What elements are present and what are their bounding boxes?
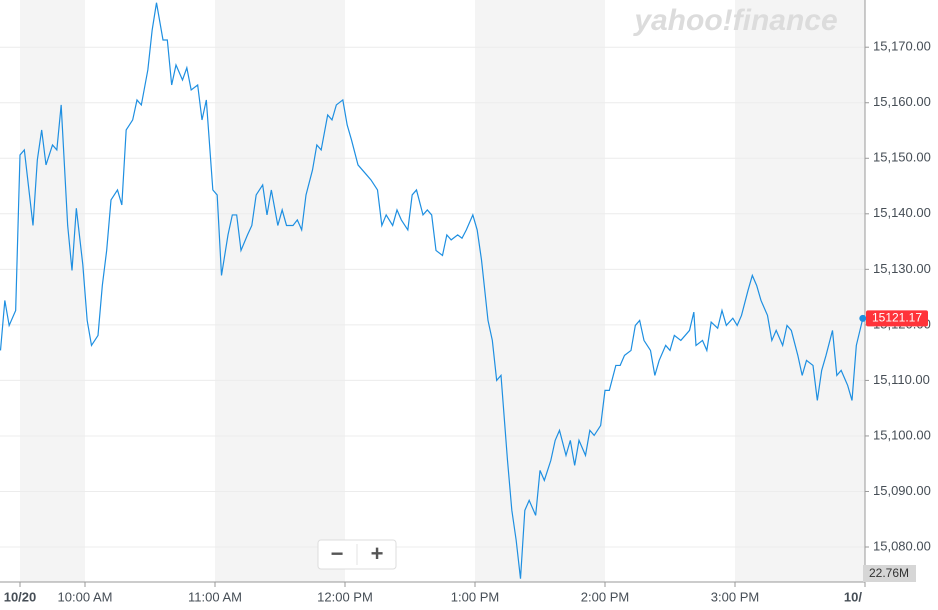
x-tick-label: 10/20 <box>4 589 37 604</box>
last-price-label: 15121.17 <box>872 311 922 325</box>
x-tick-label: 10:00 AM <box>58 589 113 604</box>
price-line <box>0 2 864 579</box>
y-tick-label: 15,110.00 <box>873 372 930 387</box>
y-tick-label: 15,160.00 <box>873 94 931 109</box>
x-tick-label: 3:00 PM <box>711 589 759 604</box>
y-tick-label: 15,150.00 <box>873 150 931 165</box>
volume-axis-label: 22.76M <box>869 566 909 580</box>
session-band <box>19 0 85 582</box>
plot: 15121.17 <box>0 2 928 579</box>
x-tick-label: 10/ <box>844 589 862 604</box>
last-point <box>859 314 867 322</box>
brand-logo: yahoo!finance <box>632 4 837 37</box>
y-tick-label: 15,100.00 <box>873 427 931 442</box>
session-band <box>214 0 345 582</box>
zoom-in-button[interactable]: + <box>371 541 384 566</box>
zoom-controls: − + <box>317 539 397 570</box>
y-tick-label: 15,140.00 <box>873 205 931 220</box>
session-bands <box>19 0 865 582</box>
session-band <box>474 0 605 582</box>
x-tick-label: 1:00 PM <box>451 589 499 604</box>
x-tick-label: 12:00 PM <box>317 589 373 604</box>
last-price-tag <box>866 310 928 327</box>
x-tick-label: 2:00 PM <box>581 589 629 604</box>
zoom-out-button[interactable]: − <box>331 541 344 566</box>
session-band <box>734 0 865 582</box>
y-tick-label: 15,130.00 <box>873 261 931 276</box>
volume-label-box <box>863 565 916 582</box>
y-tick-label: 15,080.00 <box>873 538 931 553</box>
y-tick-label: 15,090.00 <box>873 483 931 498</box>
x-tick-label: 11:00 AM <box>188 589 242 604</box>
y-tick-label: 15,170.00 <box>873 39 931 54</box>
